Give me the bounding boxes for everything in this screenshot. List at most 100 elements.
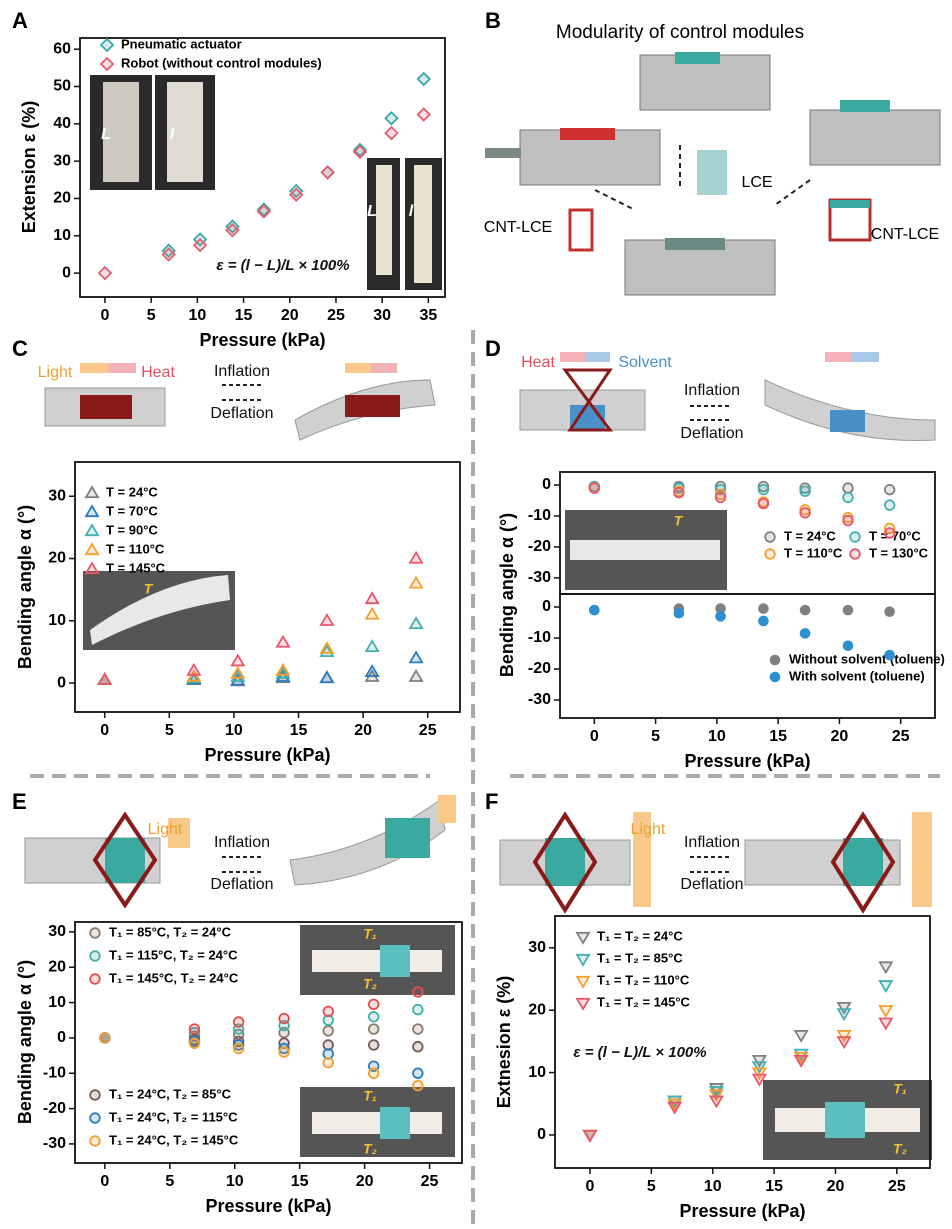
- y-axis-label: Extension ε (%): [19, 101, 39, 234]
- data-point: [759, 616, 769, 626]
- x-tick-label: 10: [225, 722, 243, 739]
- y-axis-label: Bending angle α (°): [15, 960, 35, 1124]
- y-tick-label: -30: [528, 569, 551, 586]
- data-point: [234, 1017, 244, 1027]
- data-point: [838, 1037, 850, 1047]
- legend-label: T = 90°C: [106, 522, 158, 537]
- legend-swatch: [86, 506, 98, 516]
- data-point: [674, 488, 684, 498]
- data-point: [321, 615, 333, 625]
- data-point: [590, 483, 600, 493]
- x-axis-label: Pressure (kPa): [199, 330, 325, 350]
- x-tick-label: 5: [647, 1178, 656, 1195]
- x-tick-label: 20: [354, 722, 372, 739]
- data-point: [885, 650, 895, 660]
- data-point: [188, 665, 200, 675]
- annotation: T₁: [363, 1088, 377, 1104]
- data-point: [99, 267, 111, 279]
- x-tick-label: 15: [290, 722, 308, 739]
- data-point: [369, 1040, 379, 1050]
- legend-swatch: [86, 544, 98, 554]
- schematic-label: Light: [631, 821, 666, 838]
- data-point: [795, 1031, 807, 1041]
- data-point: [100, 1033, 110, 1043]
- legend-label: Pneumatic actuator: [121, 36, 242, 51]
- x-tick-label: 0: [100, 722, 109, 739]
- x-tick-label: 5: [165, 722, 174, 739]
- x-tick-label: 15: [291, 1173, 309, 1190]
- data-point: [410, 618, 422, 628]
- legend-swatch: [90, 928, 100, 938]
- y-tick-label: 30: [48, 923, 66, 940]
- annotation: T₂: [363, 1141, 377, 1157]
- legend-label: T = 70°C: [106, 503, 158, 518]
- data-point: [366, 609, 378, 619]
- schematic-label: Deflation: [210, 405, 273, 422]
- y-tick-label: 0: [542, 476, 551, 493]
- data-point: [413, 1005, 423, 1015]
- data-point: [369, 1000, 379, 1010]
- data-point: [880, 962, 892, 972]
- legend-swatch: [86, 563, 98, 573]
- annotation: l: [409, 203, 414, 220]
- y-axis-label: Extnesion ε (%): [494, 976, 514, 1109]
- schematic-label: Light: [148, 821, 183, 838]
- legend-label: Robot (without control modules): [121, 55, 322, 70]
- y-tick-label: 10: [48, 994, 66, 1011]
- panel-label: F: [485, 789, 498, 814]
- x-tick-label: 0: [586, 1178, 595, 1195]
- annotation: T₂: [893, 1141, 907, 1157]
- schematic-label: Heat: [521, 354, 555, 371]
- data-point: [413, 1068, 423, 1078]
- annotation: L: [101, 126, 111, 143]
- data-point: [418, 109, 430, 121]
- legend-label: T = 70°C: [869, 528, 921, 543]
- legend-label: T = 110°C: [106, 541, 165, 556]
- legend-swatch: [577, 999, 589, 1009]
- legend-swatch: [90, 951, 100, 961]
- schematic-label: Deflation: [680, 425, 743, 442]
- annotation: T₂: [363, 976, 377, 992]
- y-tick-label: -30: [528, 691, 551, 708]
- data-point: [410, 577, 422, 587]
- data-point: [279, 1014, 289, 1024]
- data-point: [716, 493, 726, 503]
- x-tick-label: 25: [419, 722, 437, 739]
- x-tick-label: 10: [708, 728, 726, 745]
- legend-label: T = 24°C: [106, 484, 158, 499]
- schematic-label: Deflation: [680, 876, 743, 893]
- data-point: [795, 1056, 807, 1066]
- legend-label: T₁ = T₂ = 110°C: [597, 972, 690, 987]
- legend-label: T = 130°C: [869, 545, 929, 560]
- y-tick-label: 10: [48, 612, 66, 629]
- legend-label: T₁ = 115°C, T₂ = 24°C: [109, 947, 238, 962]
- annotation: T₁: [363, 926, 377, 942]
- data-point: [413, 1024, 423, 1034]
- x-tick-label: 0: [100, 307, 109, 324]
- legend-swatch: [90, 1090, 100, 1100]
- data-point: [759, 485, 769, 495]
- data-point: [190, 1038, 200, 1048]
- data-point: [385, 112, 397, 124]
- legend-swatch: [101, 58, 113, 70]
- y-tick-label: 0: [537, 1126, 546, 1143]
- annotation: L: [367, 203, 377, 220]
- legend-label: T₁ = T₂ = 85°C: [597, 950, 683, 965]
- legend-label: Without solvent (toluene): [789, 651, 945, 666]
- legend-swatch: [577, 955, 589, 965]
- annotation: T: [144, 581, 154, 597]
- data-point: [800, 629, 810, 639]
- legend-swatch: [90, 1113, 100, 1123]
- annotation: T: [674, 513, 684, 529]
- x-tick-label: 30: [373, 307, 391, 324]
- annotation: ε = (l − L)/L × 100%: [216, 257, 349, 274]
- x-tick-label: 25: [327, 307, 345, 324]
- schematic-label: Inflation: [214, 363, 270, 380]
- y-tick-label: -10: [528, 507, 551, 524]
- y-tick-label: 0: [57, 674, 66, 691]
- data-point: [232, 668, 244, 678]
- x-tick-label: 5: [147, 307, 156, 324]
- legend-label: T = 110°C: [784, 545, 843, 560]
- data-point: [410, 671, 422, 681]
- data-point: [321, 643, 333, 653]
